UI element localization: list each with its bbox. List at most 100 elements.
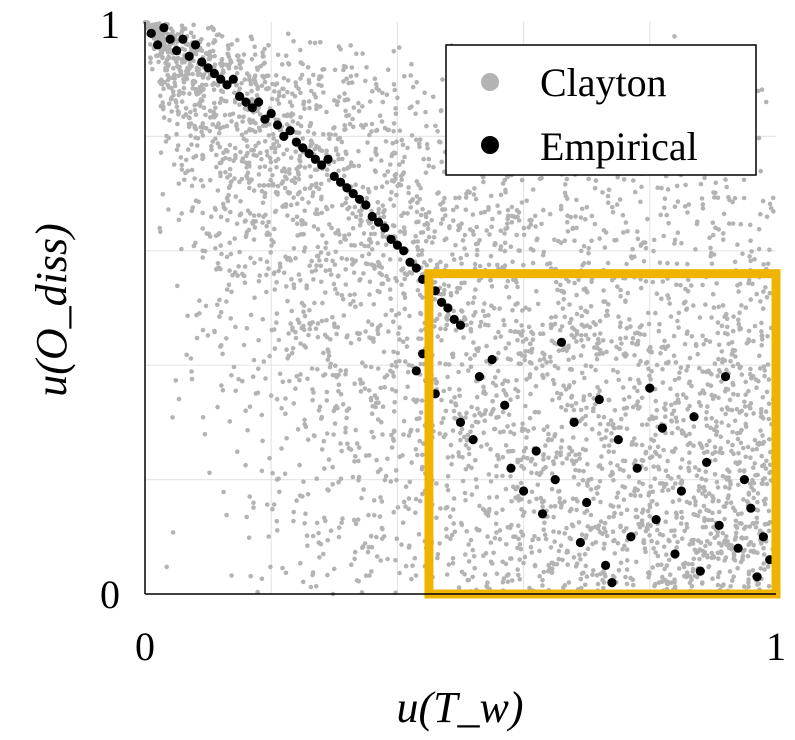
clayton-point [737, 521, 742, 526]
clayton-point [731, 556, 736, 562]
clayton-point [262, 164, 268, 169]
clayton-point [318, 541, 324, 547]
clayton-point [289, 103, 295, 108]
clayton-point [331, 126, 336, 131]
clayton-point [335, 291, 340, 296]
clayton-point [215, 302, 220, 308]
clayton-point [666, 487, 671, 493]
clayton-point [713, 180, 719, 185]
clayton-point [157, 31, 163, 37]
clayton-point [650, 565, 655, 570]
clayton-point [490, 380, 496, 386]
clayton-point [702, 391, 707, 396]
clayton-point [179, 23, 185, 29]
clayton-point [319, 83, 324, 88]
clayton-point [555, 287, 560, 293]
clayton-point [529, 350, 534, 355]
clayton-point [240, 119, 245, 124]
clayton-point [674, 261, 680, 267]
clayton-point [697, 315, 703, 320]
clayton-point [361, 487, 366, 492]
clayton-point [598, 519, 604, 524]
clayton-point [519, 333, 525, 338]
clayton-point [388, 296, 393, 301]
clayton-point [377, 262, 382, 267]
clayton-point [400, 171, 406, 177]
clayton-point [402, 295, 408, 301]
clayton-point [251, 213, 257, 218]
clayton-point [423, 170, 429, 176]
clayton-point [674, 545, 679, 550]
clayton-point [691, 537, 696, 543]
clayton-point [687, 460, 692, 465]
clayton-point [236, 376, 241, 382]
clayton-point [192, 176, 197, 181]
clayton-point [588, 303, 594, 309]
clayton-point [434, 515, 439, 521]
clayton-point [336, 480, 341, 485]
clayton-point [590, 541, 595, 547]
clayton-point [696, 400, 702, 405]
clayton-point [695, 549, 701, 554]
clayton-point [344, 334, 350, 340]
clayton-point [720, 450, 725, 456]
clayton-point [537, 548, 542, 554]
clayton-point [402, 306, 408, 312]
empirical-point [247, 103, 257, 113]
clayton-point [750, 447, 755, 453]
clayton-point [339, 448, 344, 454]
clayton-point [660, 380, 666, 385]
clayton-point [300, 231, 305, 237]
clayton-point [201, 105, 207, 110]
clayton-point [229, 573, 234, 578]
clayton-point [379, 158, 384, 163]
clayton-point [515, 567, 520, 572]
clayton-point [569, 448, 575, 454]
clayton-point [235, 37, 240, 43]
clayton-point [698, 540, 704, 545]
clayton-point [384, 274, 389, 279]
clayton-point [480, 308, 486, 314]
clayton-point [249, 88, 254, 94]
clayton-point [315, 226, 321, 232]
clayton-point [709, 372, 714, 377]
clayton-point [541, 207, 546, 213]
clayton-point [761, 462, 767, 468]
clayton-point [181, 85, 187, 91]
clayton-point [566, 357, 571, 363]
clayton-point [394, 139, 399, 145]
legend-label-empirical: Empirical [540, 124, 698, 169]
clayton-point [278, 264, 283, 270]
clayton-point [615, 540, 621, 546]
clayton-point [238, 211, 244, 216]
empirical-point [178, 34, 188, 44]
clayton-point [670, 485, 676, 491]
clayton-point [557, 500, 563, 505]
clayton-point [447, 225, 452, 231]
clayton-point [478, 444, 484, 449]
clayton-point [630, 335, 636, 341]
clayton-point [255, 366, 261, 372]
clayton-point [362, 541, 368, 546]
clayton-point [643, 449, 649, 455]
clayton-point [723, 386, 729, 392]
clayton-point [517, 542, 523, 547]
clayton-point [211, 27, 216, 33]
clayton-point [730, 221, 736, 226]
clayton-point [468, 537, 474, 543]
clayton-point [339, 202, 345, 208]
clayton-point [166, 135, 171, 141]
clayton-point [265, 502, 270, 507]
clayton-point [703, 543, 708, 549]
clayton-point [394, 364, 399, 369]
clayton-point [148, 60, 153, 65]
clayton-point [561, 383, 566, 389]
clayton-point [609, 438, 614, 443]
clayton-point [736, 450, 741, 456]
clayton-point [338, 239, 343, 245]
empirical-point [291, 137, 301, 147]
clayton-point [585, 524, 590, 529]
clayton-point [560, 557, 565, 563]
clayton-point [473, 477, 479, 482]
clayton-point [227, 62, 232, 67]
